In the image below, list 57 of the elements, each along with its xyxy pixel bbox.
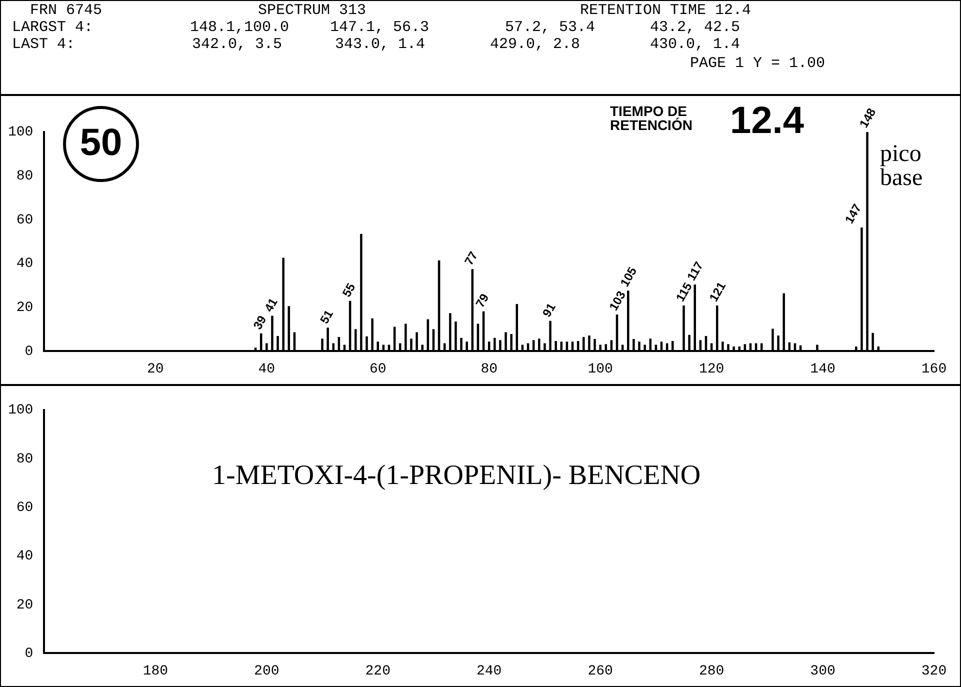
- x-tick-label: 20: [147, 361, 164, 378]
- x-tick-label: 300: [810, 663, 836, 680]
- x-tick-label: 180: [142, 663, 168, 680]
- annotation: 91: [540, 300, 559, 320]
- x-tick-label: 260: [588, 663, 613, 680]
- x-tick-label: 200: [254, 663, 280, 680]
- annotation: 79: [472, 291, 492, 310]
- text: 43.2, 42.5: [650, 19, 740, 36]
- x-tick-label: 40: [258, 361, 276, 378]
- y-tick-label: 60: [16, 500, 34, 516]
- text: RETENTION TIME 12.4: [580, 2, 752, 19]
- y-tick-label: 40: [16, 256, 34, 272]
- annotation: 103: [606, 288, 629, 313]
- annotation: 121: [706, 279, 729, 304]
- x-tick-label: 280: [698, 663, 724, 680]
- x-tick-label: 60: [369, 361, 386, 378]
- y-tick-label: 40: [16, 548, 34, 565]
- text: 342.0, 3.5: [192, 36, 282, 53]
- annotation: 50: [63, 106, 139, 182]
- annotation: 1-METOXI-4-(1-PROPENIL)- BENCENO: [212, 460, 701, 491]
- y-tick-label: 20: [16, 300, 34, 316]
- annotation: 41: [262, 295, 281, 314]
- annotation: 12.4: [730, 100, 804, 142]
- y-tick-label: 0: [24, 344, 34, 360]
- text: LAST 4:: [12, 36, 76, 53]
- text: 429.0, 2.8: [490, 36, 580, 53]
- text: 147.1, 56.3: [330, 19, 430, 36]
- text: SPECTRUM 313: [258, 2, 366, 19]
- annotation: 39: [250, 312, 270, 332]
- text: 57.2, 53.4: [505, 19, 596, 36]
- text: 343.0, 1.4: [335, 36, 426, 53]
- text: 430.0, 1.4: [650, 36, 740, 53]
- x-tick-label: 80: [480, 361, 498, 378]
- y-tick-label: 100: [8, 124, 34, 141]
- y-tick-label: 100: [8, 402, 34, 419]
- annotation: 51: [317, 307, 336, 326]
- text: 148.1,100.0: [190, 19, 290, 36]
- y-tick-label: 80: [16, 168, 34, 185]
- text: LARGST 4:: [12, 19, 94, 36]
- y-tick-label: 20: [16, 597, 34, 614]
- x-tick-label: 160: [921, 361, 947, 378]
- annotation: 148: [856, 106, 879, 130]
- x-tick-label: 120: [698, 361, 724, 378]
- y-tick-label: 80: [16, 451, 34, 468]
- y-tick-label: 0: [24, 646, 34, 662]
- annotation: 77: [462, 248, 481, 268]
- annotation: pico base: [880, 141, 924, 191]
- x-tick-label: 320: [921, 663, 947, 680]
- text: PAGE 1 Y = 1.00: [690, 55, 826, 72]
- x-tick-label: 140: [810, 361, 836, 378]
- x-tick-label: 220: [365, 663, 390, 680]
- y-tick-label: 60: [16, 212, 34, 228]
- annotation: 55: [339, 280, 358, 300]
- text: FRN 6745: [30, 2, 102, 19]
- annotation: TIEMPO DE RETENCIÓN: [610, 103, 694, 133]
- x-tick-label: 100: [588, 361, 613, 378]
- x-tick-label: 240: [476, 663, 502, 680]
